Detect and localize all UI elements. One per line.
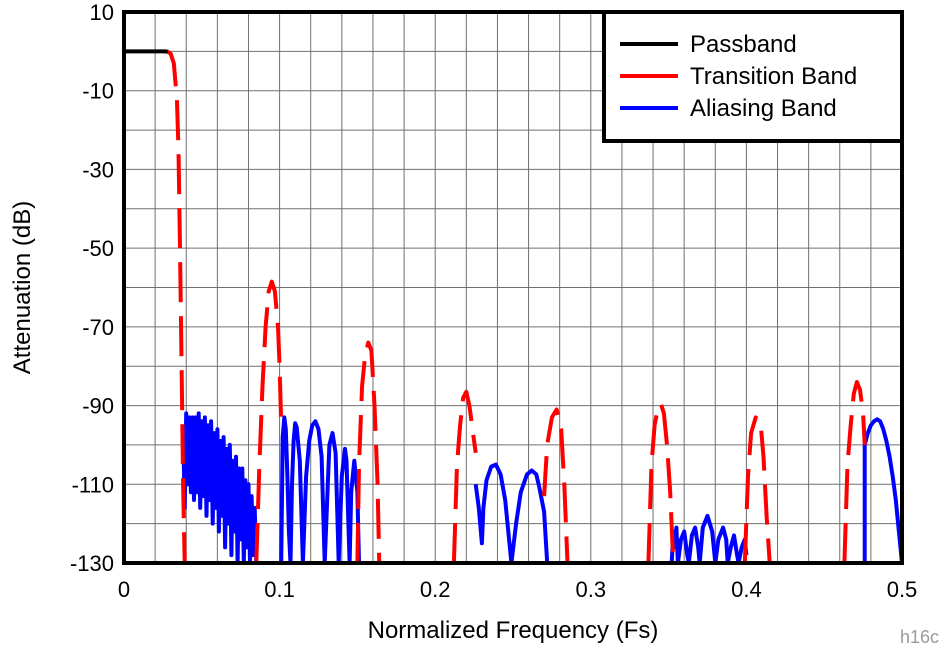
- y-axis-title: Attenuation (dB): [9, 201, 36, 374]
- legend-entry-label: Aliasing Band: [690, 95, 837, 122]
- series-line-segment: [181, 411, 259, 563]
- plot-frame: [122, 10, 904, 565]
- series-line-segment: [862, 417, 902, 563]
- series-transition-band: [164, 49, 867, 563]
- series-line-segment: [742, 415, 772, 563]
- x-axis-ticks: 0 0.1 0.2 0.3 0.4 0.5: [118, 577, 917, 602]
- x-tick-label: 0.2: [420, 577, 451, 602]
- series-line-segment: [451, 389, 478, 563]
- series-line-segment: [842, 380, 867, 563]
- series-line-segment: [473, 462, 550, 563]
- series-line-segment: [164, 49, 187, 563]
- x-tick-label: 0.1: [264, 577, 295, 602]
- series-line-segment: [254, 279, 284, 563]
- series-aliasing-band: [181, 411, 902, 563]
- legend-entry-label: Passband: [690, 31, 797, 58]
- y-tick-label: -130: [70, 551, 114, 576]
- series-line-segment: [355, 340, 382, 563]
- grid-lines: [124, 12, 902, 563]
- x-tick-label: 0.4: [731, 577, 762, 602]
- y-tick-label: -30: [82, 157, 114, 182]
- x-tick-label: 0: [118, 577, 130, 602]
- watermark-label: h16c: [899, 627, 939, 647]
- legend-entry-label: Transition Band: [690, 63, 857, 90]
- y-tick-label: -10: [82, 79, 114, 104]
- y-tick-label: -70: [82, 315, 114, 340]
- y-axis-ticks: 10 -10 -30 -50 -70 -90 -110 -130: [70, 0, 114, 576]
- y-tick-label: -50: [82, 236, 114, 261]
- plot-area: [124, 49, 902, 563]
- series-line-segment: [542, 407, 570, 563]
- series-line-segment: [669, 513, 749, 563]
- series-line-segment: [646, 401, 676, 563]
- legend: Passband Transition Band Aliasing Band: [602, 10, 904, 143]
- y-tick-label: -90: [82, 394, 114, 419]
- y-tick-label: -110: [72, 472, 114, 497]
- x-tick-label: 0.5: [887, 577, 918, 602]
- x-tick-label: 0.3: [576, 577, 607, 602]
- y-tick-label: 10: [90, 0, 114, 25]
- series-line-segment: [279, 415, 361, 563]
- x-axis-title: Normalized Frequency (Fs): [368, 617, 659, 644]
